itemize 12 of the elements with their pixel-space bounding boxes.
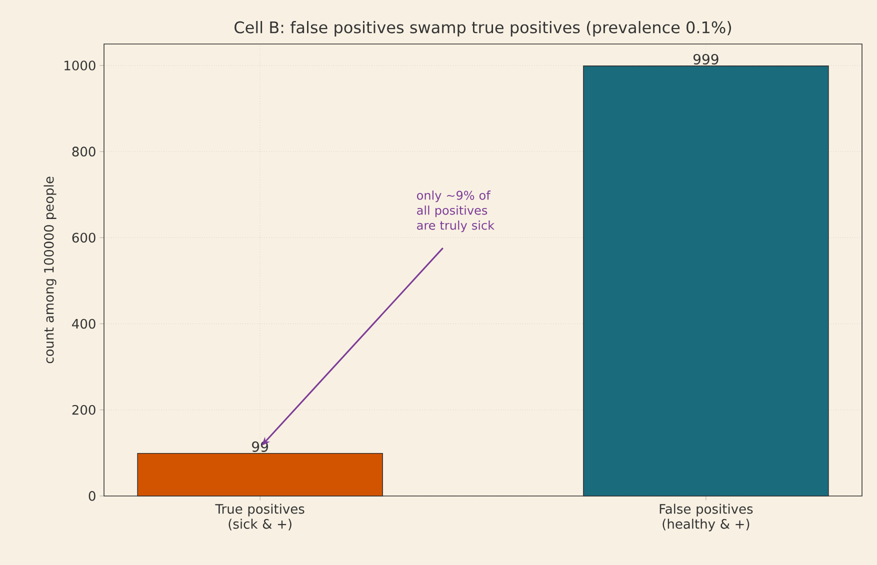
y-tick-label: 800 (72, 146, 96, 157)
annotation: only ~9% of all positives are truly sick (416, 190, 495, 232)
y-tick-label: 600 (72, 232, 96, 243)
y-tick-label: 200 (72, 404, 96, 415)
x-tick-label: True positives (sick & +) (215, 504, 304, 530)
y-tick-label: 0 (88, 491, 96, 501)
y-tick-label: 1000 (64, 60, 96, 70)
data-label: 999 (693, 54, 718, 65)
y-tick-label: 400 (72, 318, 96, 329)
y-axis-title: count among 100000 people (44, 176, 56, 364)
x-tick-label: False positives (healthy & +) (660, 504, 753, 532)
chart-title: Cell B: false positives swamp true positives (prevalence 0.1%) (234, 21, 732, 36)
